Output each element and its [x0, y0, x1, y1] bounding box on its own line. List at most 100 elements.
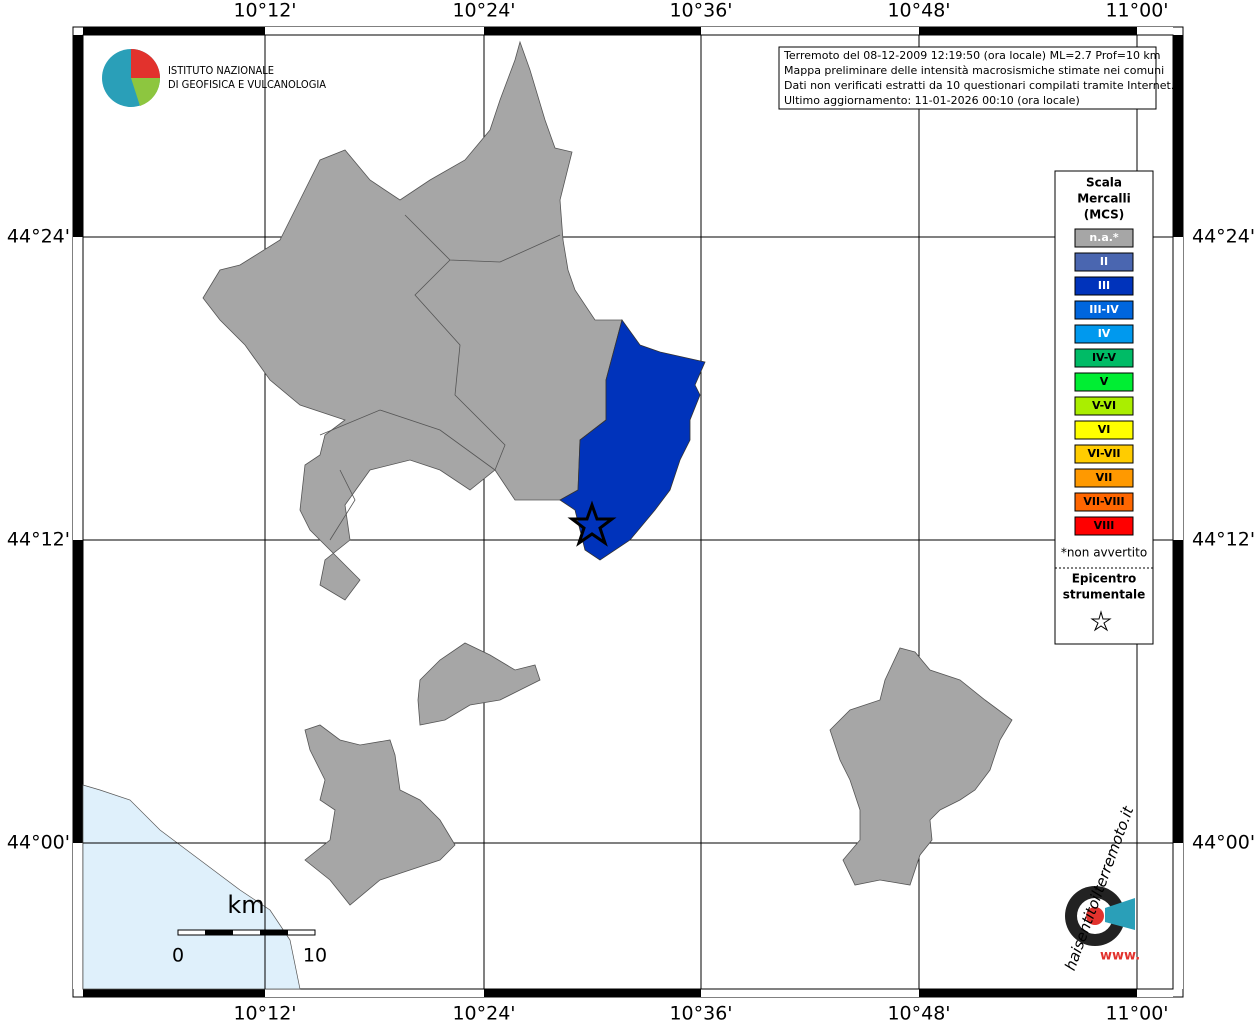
legend-label: IV — [1098, 327, 1111, 340]
border-segment — [919, 989, 1137, 997]
scale-tick: 0 — [172, 945, 184, 967]
border-segment — [265, 27, 484, 35]
legend-swatch — [1074, 444, 1134, 464]
legend-swatch — [1074, 324, 1134, 344]
ingv-logo-part — [131, 78, 161, 106]
lat-label: 44°24' — [1192, 226, 1255, 248]
legend-title: Mercalli — [1077, 192, 1131, 206]
legend-swatch — [1074, 300, 1134, 320]
epicenter-star — [567, 500, 617, 547]
lon-label: 10°12' — [233, 0, 296, 22]
ingv-logo-part — [131, 49, 160, 78]
legend-label: III-IV — [1089, 303, 1119, 316]
lat-label: 44°00' — [7, 832, 70, 854]
logo-line: ISTITUTO NAZIONALE — [168, 64, 274, 77]
border-segment — [701, 27, 919, 35]
legend-label: V — [1100, 375, 1109, 388]
legend-swatch — [1074, 492, 1134, 512]
border-segment — [919, 27, 1137, 35]
legend-swatch — [1074, 396, 1134, 416]
info-line: Dati non verificati estratti da 10 quest… — [784, 79, 1174, 92]
border-segment — [83, 27, 265, 35]
info-text: Terremoto del 08-12-2009 12:19:50 (ora l… — [783, 49, 1174, 107]
scale-tick: 10 — [303, 945, 327, 967]
legend-label: VI-VII — [1087, 447, 1120, 460]
info-line: Mappa preliminare delle intensità macros… — [784, 64, 1164, 77]
border-segment — [484, 989, 701, 997]
legend-label: n.a.* — [1089, 231, 1119, 244]
lat-label: 44°00' — [1192, 832, 1255, 854]
lon-label: 11°00' — [1105, 1003, 1168, 1025]
lon-label: 11°00' — [1105, 0, 1168, 22]
lat-label: 44°12' — [1192, 529, 1255, 551]
border-segment — [1173, 237, 1183, 540]
legend-epicenter: strumentale — [1063, 588, 1146, 602]
border-segment — [1173, 540, 1183, 843]
legend-swatch — [1074, 276, 1134, 296]
legend-star — [1090, 610, 1112, 632]
legend-label: IV-V — [1092, 351, 1117, 364]
border-segment — [73, 843, 83, 989]
legend-title: Scala — [1086, 176, 1122, 190]
border-segment — [73, 540, 83, 843]
legend-swatch — [1074, 420, 1134, 440]
border-segment — [1173, 35, 1183, 237]
border-segment — [1137, 989, 1173, 997]
site-logo-dot — [1086, 907, 1104, 925]
border-segment — [484, 27, 701, 35]
scale-unit: km — [227, 891, 264, 919]
lon-label: 10°48' — [887, 0, 950, 22]
legend-label: V-VI — [1092, 399, 1116, 412]
legend-swatch — [1074, 516, 1134, 536]
legend: ScalaMercalli(MCS)n.a.*IIIIIIII-IVIVIV-V… — [1061, 176, 1147, 602]
frame-border — [73, 27, 1183, 997]
legend-label: VIII — [1094, 519, 1115, 532]
border-segment — [1137, 27, 1173, 35]
scale-bar-segment — [205, 930, 233, 935]
municipalities — [202, 40, 1013, 906]
site-logo-speaker — [1105, 898, 1135, 930]
legend-note: *non avvertito — [1061, 546, 1147, 560]
lon-label: 10°36' — [669, 1003, 732, 1025]
border-segment — [701, 989, 919, 997]
logo-line: DI GEOFISICA E VULCANOLOGIA — [168, 78, 326, 91]
site-logo-www: www. — [1100, 949, 1140, 964]
info-box — [778, 46, 1157, 110]
legend-swatch — [1074, 372, 1134, 392]
legend-label: VI — [1098, 423, 1111, 436]
border-segment — [73, 237, 83, 540]
scale-bar-frame — [177, 929, 316, 936]
legend-label: II — [1100, 255, 1108, 268]
legend-swatch — [1074, 468, 1134, 488]
boundaries — [319, 214, 561, 541]
municipality — [202, 40, 623, 601]
border-segment — [73, 35, 83, 237]
info-line: Terremoto del 08-12-2009 12:19:50 (ora l… — [783, 49, 1161, 62]
lon-label: 10°36' — [669, 0, 732, 22]
lat-label: 44°12' — [7, 529, 70, 551]
legend-swatch — [1074, 252, 1134, 272]
legend-label: VII — [1096, 471, 1113, 484]
municipality — [829, 647, 1013, 886]
coordinate-labels: 10°12' 10°12' 10°24' 10°24' 10°36' 10°36' 10°4… — [7, 0, 1255, 1025]
municipality — [304, 724, 456, 906]
legend-swatch — [1074, 228, 1134, 248]
scale-bar-segment — [260, 930, 288, 935]
legend-title: (MCS) — [1084, 208, 1125, 222]
info-line: Ultimo aggiornamento: 11-01-2026 00:10 (… — [784, 94, 1080, 107]
scale-bar: km 0 10 — [172, 891, 327, 967]
border-segment — [265, 989, 484, 997]
lon-label: 10°24' — [452, 0, 515, 22]
lat-label: 44°24' — [7, 226, 70, 248]
legend-label: III — [1098, 279, 1110, 292]
lon-label: 10°24' — [452, 1003, 515, 1025]
municipality — [417, 642, 541, 726]
lon-label: 10°48' — [887, 1003, 950, 1025]
legend-label: VII-VIII — [1083, 495, 1124, 508]
legend-swatch — [1074, 348, 1134, 368]
lon-label: 10°12' — [233, 1003, 296, 1025]
border-segment — [1173, 843, 1183, 989]
intensity-iii-area — [559, 319, 706, 561]
border-segment — [83, 989, 265, 997]
